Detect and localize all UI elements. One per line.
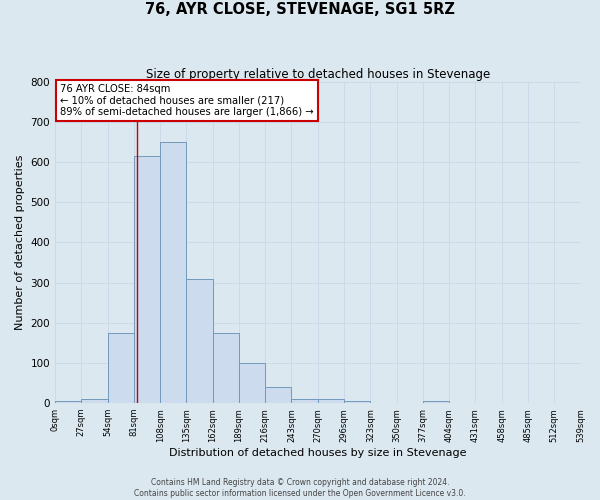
Bar xyxy=(82,399,107,403)
Bar xyxy=(239,363,265,403)
Bar xyxy=(160,142,187,403)
Bar xyxy=(344,401,370,403)
Text: 76, AYR CLOSE, STEVENAGE, SG1 5RZ: 76, AYR CLOSE, STEVENAGE, SG1 5RZ xyxy=(145,2,455,18)
Bar xyxy=(265,387,292,403)
Title: Size of property relative to detached houses in Stevenage: Size of property relative to detached ho… xyxy=(146,68,490,80)
X-axis label: Distribution of detached houses by size in Stevenage: Distribution of detached houses by size … xyxy=(169,448,467,458)
Bar xyxy=(134,156,160,403)
Bar xyxy=(55,401,82,403)
Bar xyxy=(292,399,318,403)
Bar xyxy=(212,333,239,403)
Bar xyxy=(187,278,212,403)
Y-axis label: Number of detached properties: Number of detached properties xyxy=(15,154,25,330)
Bar xyxy=(318,399,344,403)
Bar xyxy=(107,333,134,403)
Text: Contains HM Land Registry data © Crown copyright and database right 2024.
Contai: Contains HM Land Registry data © Crown c… xyxy=(134,478,466,498)
Text: 76 AYR CLOSE: 84sqm
← 10% of detached houses are smaller (217)
89% of semi-detac: 76 AYR CLOSE: 84sqm ← 10% of detached ho… xyxy=(60,84,314,117)
Bar xyxy=(423,401,449,403)
